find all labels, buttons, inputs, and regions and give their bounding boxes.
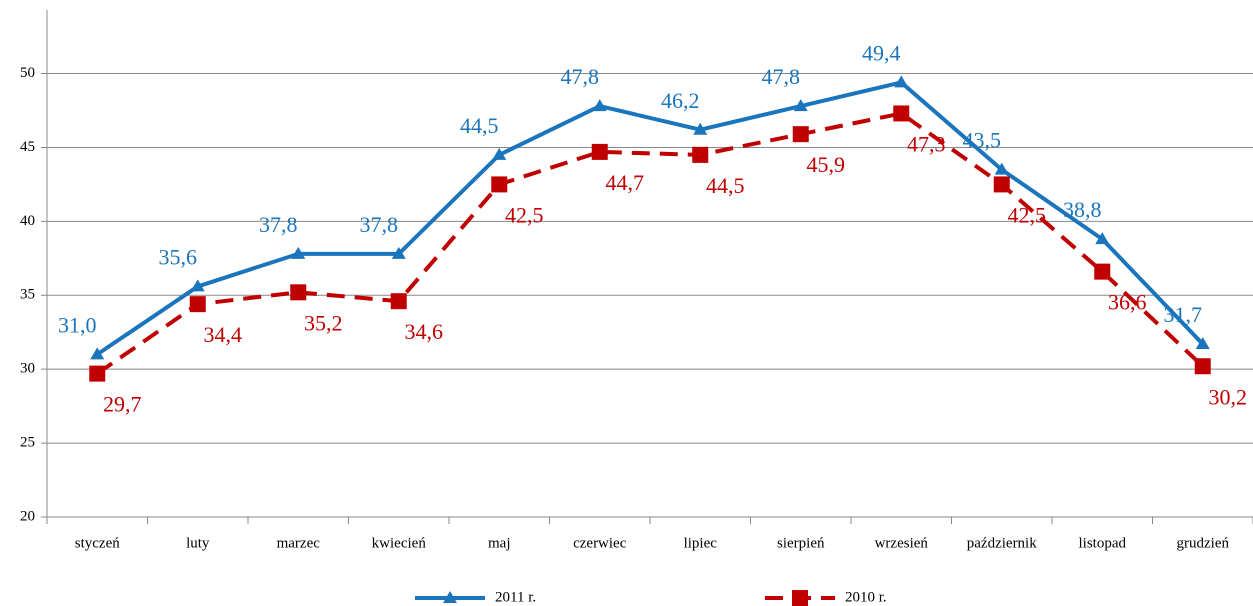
marker: [893, 105, 910, 122]
series-line: [96, 111, 1205, 376]
x-tick-label: sierpień: [777, 535, 825, 551]
marker: [692, 146, 709, 163]
data-label: 42,5: [505, 202, 544, 227]
marker: [792, 126, 809, 143]
marker: [693, 122, 708, 135]
y-tick-label: 40: [20, 213, 35, 229]
marker: [592, 99, 607, 112]
marker: [793, 99, 808, 112]
legend-label: 2011 r.: [495, 589, 536, 605]
x-tick-label: grudzień: [1177, 535, 1230, 551]
marker: [1094, 263, 1111, 280]
data-label: 47,3: [907, 132, 946, 157]
data-label: 43,5: [963, 128, 1002, 153]
marker: [391, 246, 406, 259]
data-label: 37,8: [259, 212, 298, 237]
marker: [993, 176, 1010, 193]
x-tick-label: maj: [488, 535, 511, 551]
marker: [1194, 358, 1211, 375]
y-tick-label: 25: [20, 435, 35, 451]
marker: [291, 246, 306, 259]
x-tick-label: styczeń: [75, 535, 120, 551]
data-label: 31,0: [58, 312, 97, 337]
x-tick-label: marzec: [277, 535, 321, 551]
data-label: 46,2: [661, 88, 700, 113]
data-label: 45,9: [807, 152, 846, 177]
data-label: 47,8: [762, 64, 801, 89]
marker: [994, 162, 1009, 175]
y-tick-label: 35: [20, 287, 35, 303]
y-tick-label: 45: [20, 139, 35, 155]
x-tick-label: luty: [186, 535, 210, 551]
marker: [591, 143, 608, 160]
data-label: 29,7: [103, 392, 142, 417]
marker: [390, 293, 407, 310]
data-label: 47,8: [561, 64, 600, 89]
marker: [190, 279, 205, 292]
legend-marker: [443, 591, 457, 603]
data-label: 34,4: [204, 322, 243, 347]
marker: [894, 75, 909, 88]
data-label: 30,2: [1209, 384, 1248, 409]
marker: [492, 147, 507, 160]
data-label: 38,8: [1063, 197, 1102, 222]
series-line: [96, 80, 1205, 357]
x-tick-label: październik: [967, 535, 1037, 551]
data-label: 37,8: [360, 212, 399, 237]
data-label: 49,4: [862, 40, 901, 65]
legend-label: 2010 r.: [845, 589, 887, 605]
y-tick-label: 20: [20, 508, 35, 524]
marker: [290, 284, 307, 301]
y-tick-label: 30: [20, 361, 35, 377]
x-tick-label: wrzesień: [875, 535, 929, 551]
marker: [1095, 232, 1110, 245]
legend-marker: [792, 590, 808, 606]
data-label: 44,5: [706, 173, 745, 198]
y-tick-label: 50: [20, 65, 35, 81]
x-tick-label: lipiec: [684, 535, 718, 551]
data-label: 42,5: [1008, 202, 1047, 227]
marker: [189, 296, 206, 313]
data-label: 44,7: [606, 170, 645, 195]
data-label: 36,6: [1108, 290, 1147, 315]
marker: [491, 176, 508, 193]
x-tick-label: listopad: [1079, 535, 1127, 551]
marker: [1195, 337, 1210, 350]
x-tick-label: kwiecień: [372, 535, 427, 551]
data-label: 35,6: [159, 244, 198, 269]
marker: [90, 347, 105, 360]
marker: [89, 365, 106, 382]
data-label: 35,2: [304, 310, 343, 335]
x-tick-label: czerwiec: [573, 535, 627, 551]
data-label: 34,6: [405, 319, 444, 344]
data-label: 44,5: [460, 113, 499, 138]
data-label: 31,7: [1164, 302, 1203, 327]
